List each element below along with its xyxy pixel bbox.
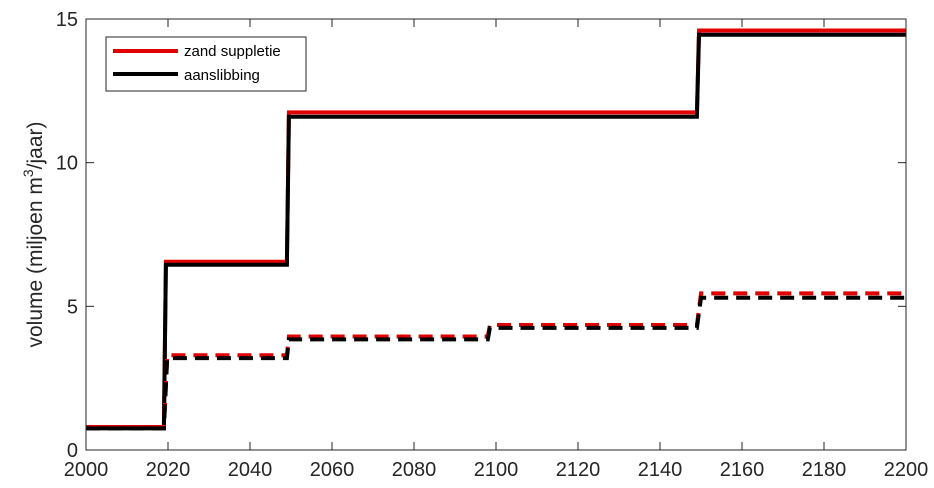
legend-box xyxy=(105,36,307,92)
x-tick-label-2160: 2160 xyxy=(720,459,765,481)
y-axis-label-superscript: 3 xyxy=(20,169,36,177)
series-lines xyxy=(86,28,906,431)
series-line-aanslibbing xyxy=(86,32,906,431)
x-tick-label-2060: 2060 xyxy=(310,459,355,481)
y-tick-label-15: 15 xyxy=(56,9,78,31)
x-tick-label-2120: 2120 xyxy=(556,459,601,481)
x-tick-label-2180: 2180 xyxy=(802,459,847,481)
x-tick-label-2140: 2140 xyxy=(638,459,683,481)
legend-label-zand-suppletie: zand suppletie xyxy=(184,43,281,60)
legend-label-aanslibbing: aanslibbing xyxy=(184,67,260,84)
y-axis-label-prefix: volume (miljoen m xyxy=(24,177,47,347)
legend: zand suppletie aanslibbing xyxy=(105,36,307,92)
x-tick-label-2100: 2100 xyxy=(474,459,519,481)
x-axis-ticks: 2000 2020 2040 2060 2080 2100 2120 2140 2160 2180… xyxy=(64,19,929,481)
y-axis-label-suffix: /jaar) xyxy=(24,121,47,169)
y-tick-label-5: 5 xyxy=(67,296,78,318)
x-tick-label-2200: 2200 xyxy=(884,459,929,481)
x-tick-label-2000: 2000 xyxy=(64,459,109,481)
y-tick-label-10: 10 xyxy=(56,153,78,175)
y-tick-label-0: 0 xyxy=(67,440,78,462)
y-axis-ticks: 0 5 10 15 xyxy=(56,9,906,462)
x-tick-label-2020: 2020 xyxy=(146,459,191,481)
x-tick-label-2040: 2040 xyxy=(228,459,273,481)
x-tick-label-2080: 2080 xyxy=(392,459,437,481)
series-line-black-dashed xyxy=(86,295,906,431)
y-axis-label: volume (miljoen m3/jaar) xyxy=(20,121,47,347)
